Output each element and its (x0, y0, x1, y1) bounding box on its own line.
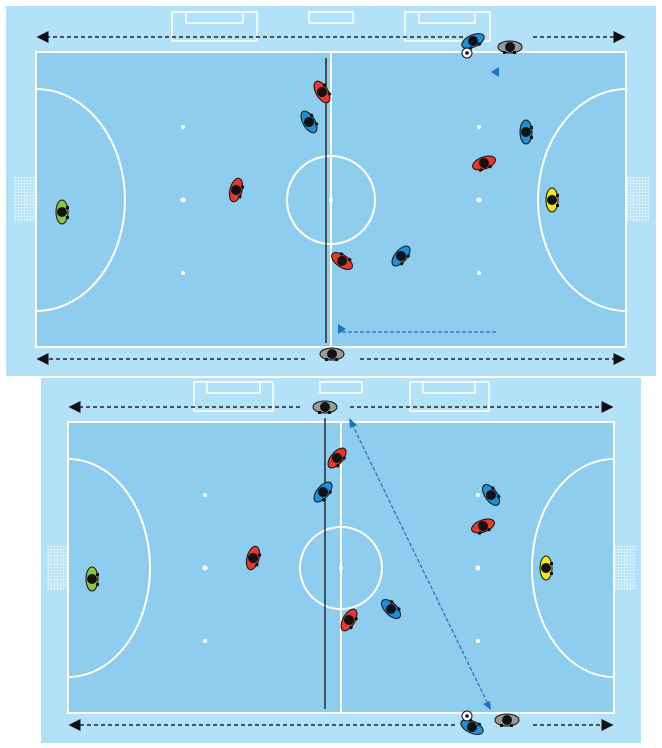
player-goalkeeper-yellow[interactable] (545, 187, 559, 213)
player-head (505, 42, 515, 52)
player-hands (556, 194, 559, 207)
player-blue[interactable] (479, 481, 503, 508)
player-head (547, 195, 557, 205)
right-goal-net (627, 177, 649, 222)
player-hands (238, 185, 245, 199)
pass-arrowhead (338, 324, 346, 334)
player-hands (335, 455, 347, 468)
player-red[interactable] (471, 153, 498, 173)
player-head (468, 36, 478, 46)
player-head (231, 185, 241, 195)
player-blue[interactable] (311, 479, 336, 506)
player-hands (255, 553, 262, 567)
player-red[interactable] (311, 78, 334, 105)
ball-icon[interactable] (461, 47, 473, 59)
player-goalkeeper-yellow[interactable] (539, 555, 553, 581)
right-goal-net (615, 546, 636, 590)
player-hands (309, 113, 319, 127)
player-hands (503, 51, 516, 54)
player-hands (96, 573, 99, 586)
player-hands (66, 206, 69, 219)
player-blue[interactable] (298, 108, 321, 135)
player-head (479, 158, 489, 168)
pass-arrowhead (349, 418, 357, 428)
player-blue[interactable] (519, 119, 533, 145)
player-head (344, 615, 354, 625)
diagram-panel-2 (41, 378, 641, 743)
court-markings (67, 422, 615, 713)
player-hands (478, 164, 493, 172)
player-hands (322, 83, 332, 97)
player-head (304, 117, 314, 127)
player-hands (468, 718, 482, 727)
player-head (486, 490, 496, 500)
player-hands (348, 616, 359, 630)
player-hands (500, 724, 513, 727)
player-head (320, 402, 330, 412)
player-red[interactable] (329, 248, 356, 272)
player-hands (325, 358, 338, 361)
run-arrows (68, 401, 614, 731)
player-head (478, 521, 488, 531)
player-neutral[interactable] (494, 713, 520, 727)
player-hands (490, 486, 501, 499)
player-head (467, 722, 477, 732)
player-blue[interactable] (460, 30, 487, 52)
player-hands (477, 527, 492, 535)
player-head (502, 715, 512, 725)
player-hands (468, 42, 482, 51)
player-head (541, 563, 551, 573)
player-blue[interactable] (389, 243, 414, 270)
pass-arrowhead (483, 701, 491, 710)
player-hands (389, 599, 401, 612)
player-neutral[interactable] (497, 40, 523, 54)
court-spots (202, 493, 481, 643)
left-goal-net (47, 546, 68, 590)
player-hands (399, 253, 411, 266)
player-blue[interactable] (459, 716, 486, 738)
player-hands (530, 126, 533, 139)
bench-boxes (193, 381, 490, 412)
player-head (332, 453, 342, 463)
player-hands (339, 251, 352, 262)
court-spots (180, 125, 482, 275)
pass-arrowhead (491, 67, 499, 77)
player-goalkeeper-green[interactable] (85, 566, 99, 592)
player-neutral[interactable] (319, 347, 345, 361)
pass-arrow (351, 423, 489, 705)
ball-icon[interactable] (461, 710, 473, 722)
player-head (327, 349, 337, 359)
player-red[interactable] (338, 607, 361, 634)
player-red[interactable] (470, 516, 497, 536)
player-head (396, 251, 406, 261)
left-goal-net (13, 177, 35, 222)
bench-boxes (171, 11, 491, 42)
player-head (57, 207, 67, 217)
player-red[interactable] (325, 445, 350, 472)
player-head (337, 256, 347, 266)
player-red[interactable] (244, 545, 263, 572)
player-red[interactable] (227, 177, 246, 204)
player-hands (318, 411, 331, 414)
player-head (87, 574, 97, 584)
player-blue[interactable] (378, 596, 404, 622)
run-arrows (36, 31, 626, 365)
player-head (317, 87, 327, 97)
player-goalkeeper-green[interactable] (55, 199, 69, 225)
player-head (521, 127, 531, 137)
player-head (248, 553, 258, 563)
player-neutral[interactable] (312, 400, 338, 414)
diagram-panel-1 (6, 6, 656, 376)
player-hands (321, 489, 333, 502)
player-head (386, 604, 396, 614)
player-hands (550, 562, 553, 575)
player-head (318, 487, 328, 497)
